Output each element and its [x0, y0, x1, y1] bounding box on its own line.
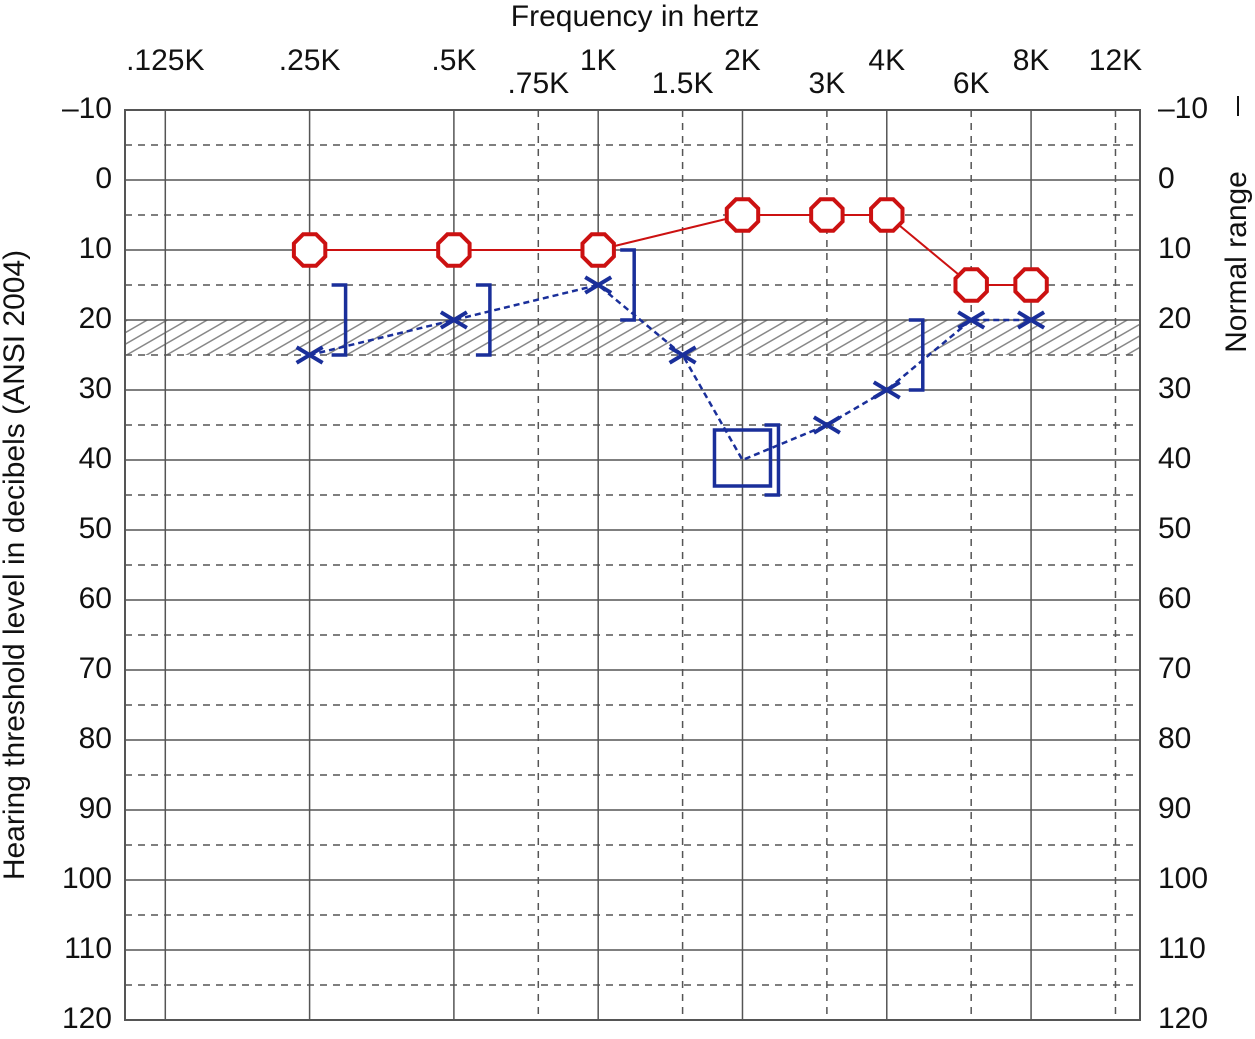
y-tick-label: 50	[79, 512, 112, 545]
series-line	[309, 283, 1032, 462]
bone-bracket	[908, 318, 925, 392]
y-tick-label: 0	[95, 162, 112, 195]
y-tick-label: –10	[62, 92, 112, 125]
right-ear-marker	[809, 197, 845, 233]
y-tick-label: 20	[79, 302, 112, 335]
x-tick-label: 6K	[953, 67, 990, 100]
x-tick-label: .5K	[431, 44, 476, 77]
y-tick-label: 100	[62, 862, 112, 895]
bone-bracket	[331, 283, 348, 357]
plot-frame	[124, 109, 1141, 1021]
masked-marker	[712, 428, 773, 488]
x-tick-label: 3K	[809, 67, 846, 100]
y2-tick-label: 100	[1158, 862, 1208, 895]
y2-tick-label: 60	[1158, 582, 1191, 615]
left-ear-marker	[957, 310, 986, 330]
chart-title: Frequency in hertz	[511, 0, 759, 33]
right-ear-marker	[580, 232, 616, 268]
bone-bracket	[475, 283, 492, 357]
y-tick-label: 30	[79, 372, 112, 405]
y2-tick-label: 10	[1158, 232, 1191, 265]
y2-tick-label: 20	[1158, 302, 1191, 335]
x-tick-label: 2K	[724, 44, 761, 77]
y2-tick-label: 0	[1158, 162, 1175, 195]
left-ear-marker	[668, 345, 697, 365]
series-line	[309, 214, 1032, 286]
x-tick-label: 1.5K	[652, 67, 714, 100]
y-tick-label: 80	[79, 722, 112, 755]
right-ear-marker	[1013, 267, 1049, 303]
y2-tick-label: 110	[1158, 932, 1206, 965]
y-tick-label: 10	[79, 232, 112, 265]
y-tick-label: 90	[79, 792, 112, 825]
x-tick-label: 4K	[868, 44, 905, 77]
y-tick-label: 60	[79, 582, 112, 615]
bone-bracket	[620, 248, 636, 322]
normal-range-band	[125, 320, 1140, 355]
right-ear-marker	[953, 267, 989, 303]
x-tick-label: 1K	[580, 44, 617, 77]
y2-tick-label: –10	[1158, 92, 1208, 125]
left-ear-marker	[295, 345, 324, 365]
y2-tick-label: 90	[1158, 792, 1191, 825]
y-tick-label: 120	[62, 1002, 112, 1035]
bone-bracket	[764, 423, 781, 497]
y2-axis-label: Normal range	[1220, 171, 1253, 353]
left-ear-marker	[439, 310, 468, 330]
y2-tick-label: 40	[1158, 442, 1191, 475]
y2-tick-label: 30	[1158, 372, 1191, 405]
x-tick-label: .75K	[507, 67, 569, 100]
right-ear-marker	[724, 197, 761, 233]
left-ear-marker	[812, 415, 841, 435]
y-tick-label: 70	[79, 652, 112, 685]
y2-tick-label: 80	[1158, 722, 1191, 755]
left-ear-marker	[584, 275, 613, 295]
right-ear-marker	[436, 232, 472, 268]
left-ear-marker	[1017, 310, 1046, 330]
x-tick-label: .25K	[279, 44, 341, 77]
x-tick-label: 12K	[1089, 44, 1142, 77]
left-ear-marker	[872, 380, 901, 400]
x-tick-label: 8K	[1013, 44, 1050, 77]
y-axis-label: Hearing threshold level in decibels (ANS…	[0, 250, 31, 880]
y2-tick-label: 120	[1158, 1002, 1208, 1035]
right-ear-marker	[291, 232, 328, 268]
x-tick-label: .125K	[126, 44, 204, 77]
y-tick-label: 40	[79, 442, 112, 475]
y-tick-label: 110	[64, 932, 112, 965]
y2-tick-label: 50	[1158, 512, 1191, 545]
y2-tick-label: 70	[1158, 652, 1191, 685]
right-ear-marker	[869, 197, 905, 233]
